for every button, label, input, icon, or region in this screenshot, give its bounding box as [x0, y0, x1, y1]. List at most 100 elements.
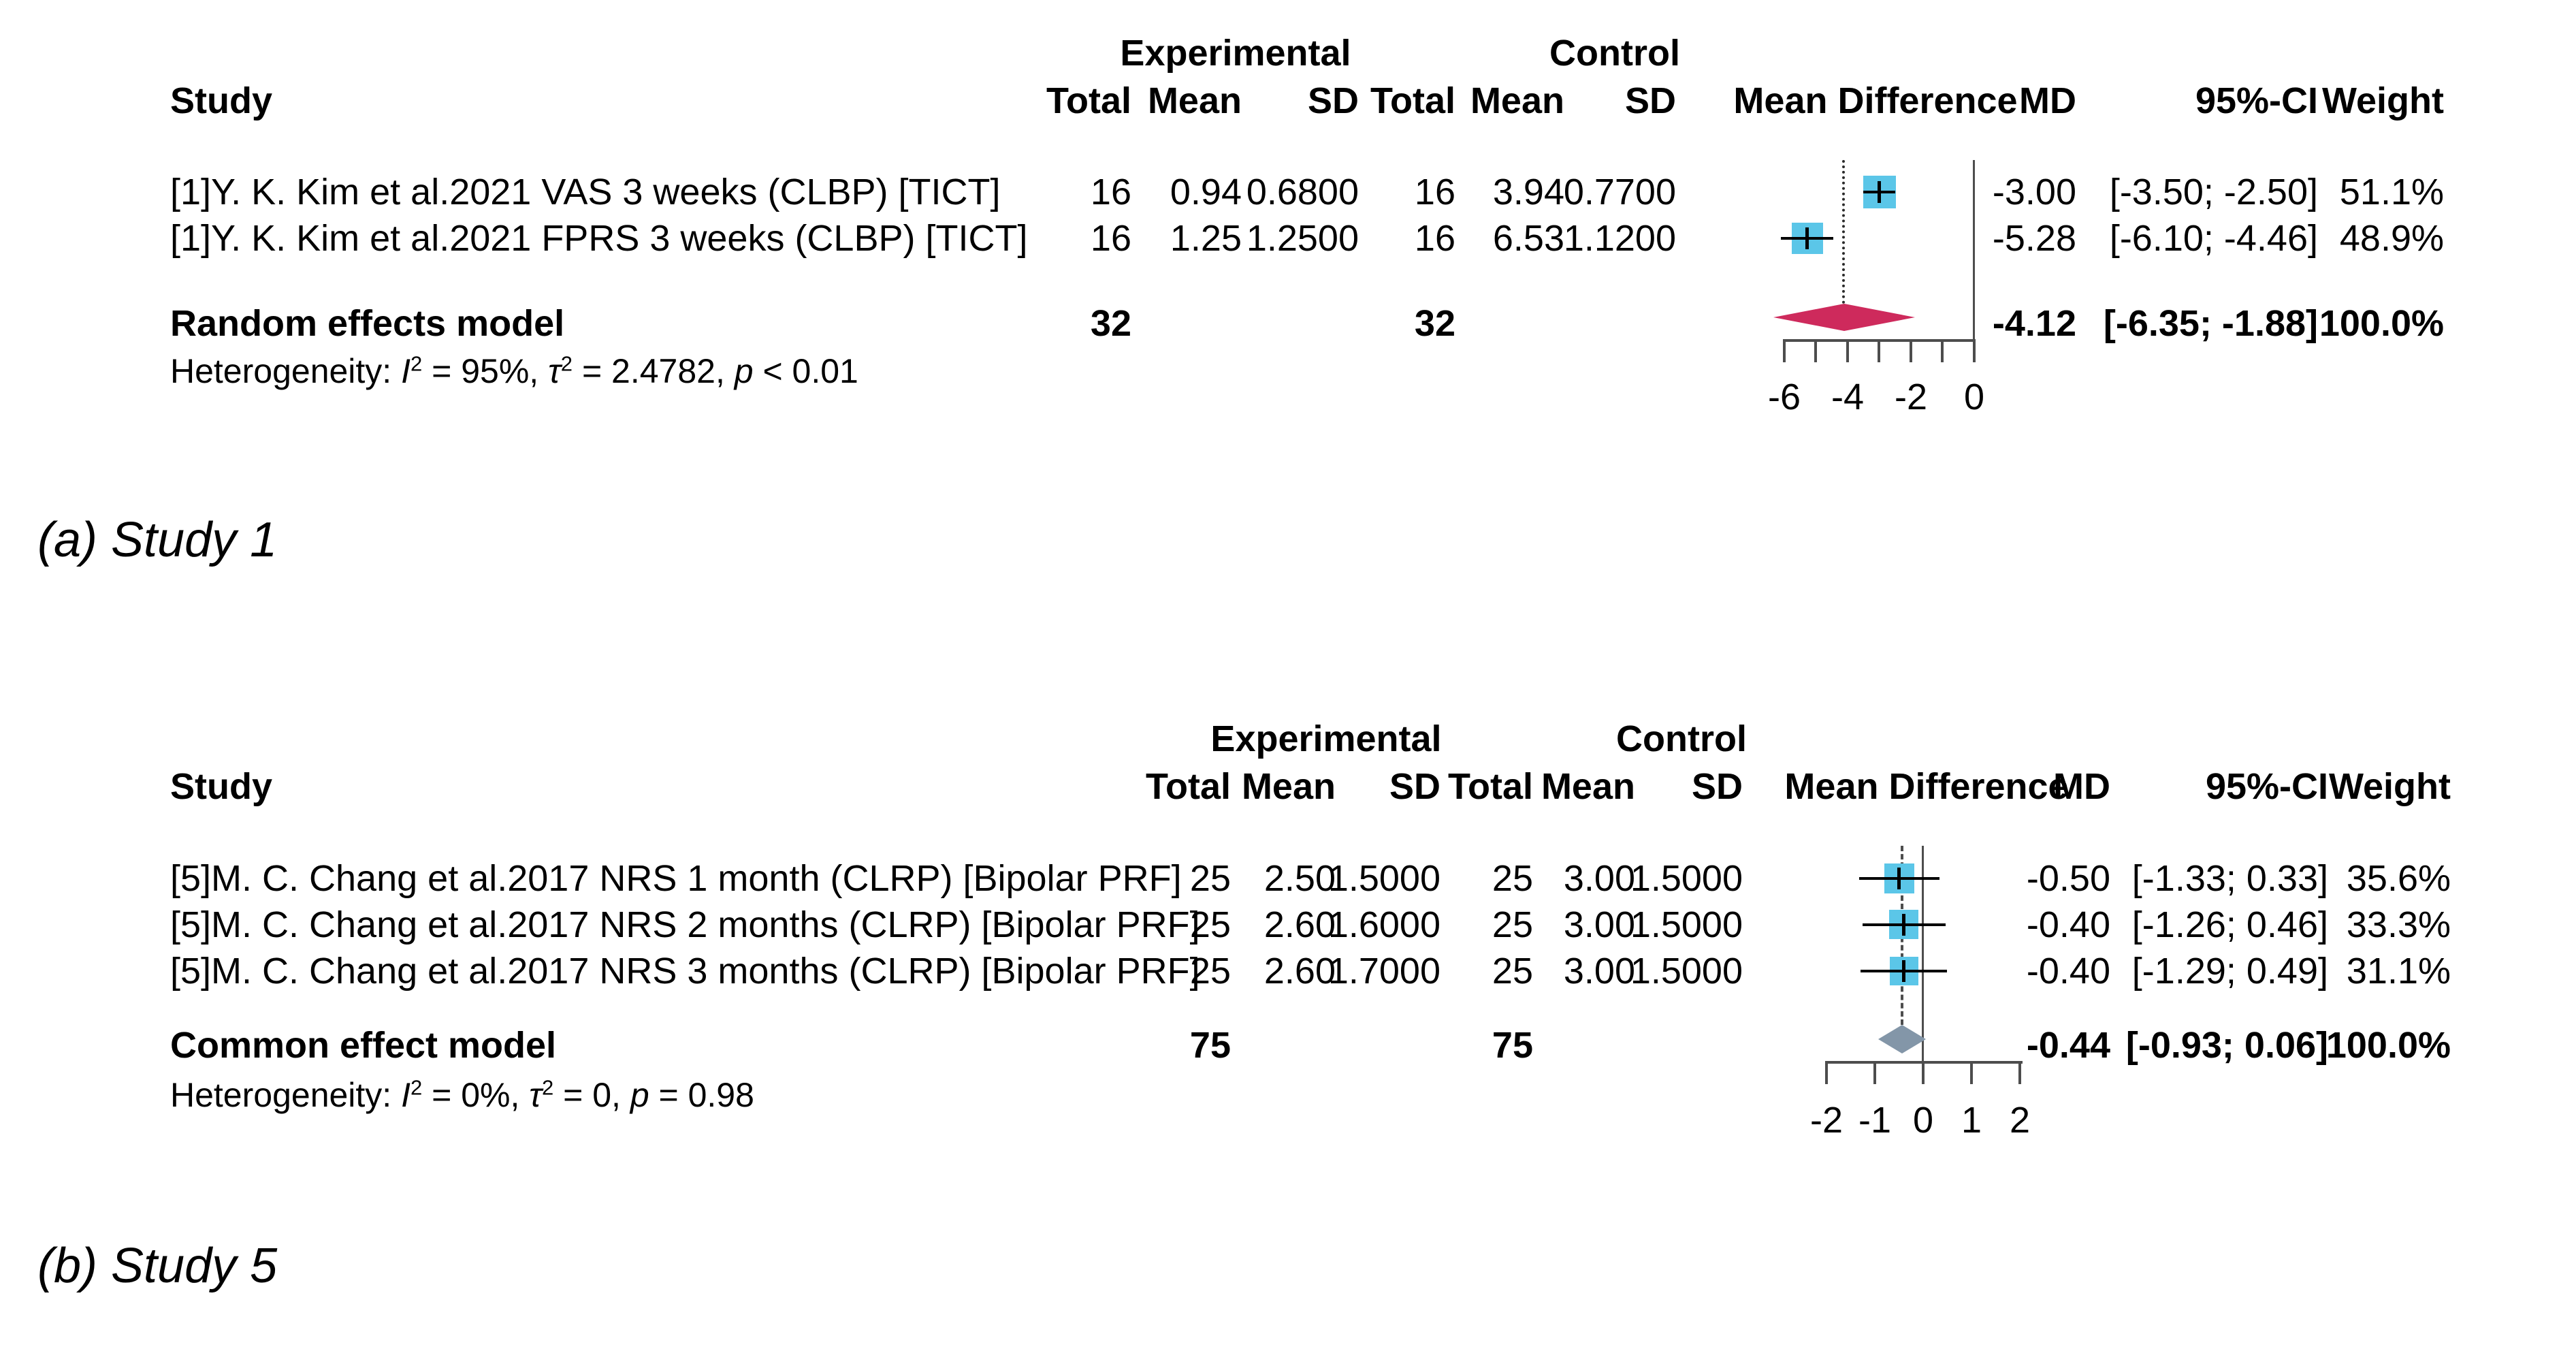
column-header-ctrl-mean: Mean — [1541, 766, 1635, 807]
study-label: [5]M. C. Chang et al.2017 NRS 1 month (C… — [170, 858, 1182, 899]
exp-total-value: 25 — [1189, 858, 1231, 899]
axis-tick-label: -6 — [1767, 377, 1801, 417]
model-label: Random effects model — [170, 303, 565, 344]
axis-tick-label: -4 — [1831, 377, 1865, 417]
axis-tick-label: 0 — [1912, 1100, 1934, 1141]
study-label: [1]Y. K. Kim et al.2021 FPRS 3 weeks (CL… — [170, 218, 1028, 259]
weight-value: 51.1% — [2339, 172, 2444, 212]
column-header-exp-mean: Mean — [1147, 80, 1242, 121]
axis-tick — [1970, 1062, 1973, 1084]
ci-value: [-3.50; -2.50] — [2109, 172, 2318, 212]
weight-value: 48.9% — [2339, 218, 2444, 259]
pooled-md-value: -0.44 — [2026, 1025, 2110, 1066]
exp-sd-value: 1.7000 — [1327, 951, 1440, 992]
pooled-ctrl-total: 32 — [1414, 303, 1455, 344]
weight-value: 33.3% — [2346, 904, 2451, 945]
point-estimate-marker — [1805, 227, 1809, 249]
pooled-md-value: -4.12 — [1992, 303, 2076, 344]
exp-sd-value: 1.2500 — [1246, 218, 1359, 259]
md-value: -3.00 — [1992, 172, 2076, 212]
pooled-diamond — [1878, 1025, 1926, 1053]
column-header-exp-sd: SD — [1389, 766, 1440, 807]
pooled-ci-value: [-6.35; -1.88] — [2103, 303, 2318, 344]
pooled-weight-value: 100.0% — [2325, 1025, 2451, 1066]
axis-tick — [1873, 1062, 1876, 1084]
column-header-ctrl-total: Total — [1448, 766, 1533, 807]
column-header-ctrl-mean: Mean — [1470, 80, 1564, 121]
pooled-diamond — [1773, 304, 1915, 331]
md-value: -0.40 — [2026, 904, 2110, 945]
axis-tick-label: 0 — [1963, 377, 1985, 417]
axis-tick — [1941, 340, 1944, 362]
exp-sd-value: 0.6800 — [1246, 172, 1359, 212]
axis-tick — [1922, 1062, 1925, 1084]
md-value: -0.50 — [2026, 858, 2110, 899]
heterogeneity-text: Heterogeneity: I2 = 0%, τ2 = 0, p = 0.98 — [170, 1075, 754, 1114]
subfigure-caption-b: (b) Study 5 — [37, 1239, 278, 1293]
subfigure-caption-a: (a) Study 1 — [37, 513, 278, 567]
weight-value: 31.1% — [2346, 951, 2451, 992]
column-header-mean-difference: Mean Difference — [1784, 766, 2069, 807]
md-value: -5.28 — [1992, 218, 2076, 259]
exp-sd-value: 1.5000 — [1327, 858, 1440, 899]
ctrl-sd-value: 1.5000 — [1630, 904, 1743, 945]
column-header-weight: Weight — [2329, 766, 2451, 807]
ci-value: [-6.10; -4.46] — [2109, 218, 2318, 259]
ctrl-total-value: 16 — [1414, 172, 1455, 212]
model-label: Common effect model — [170, 1025, 557, 1066]
ctrl-total-value: 25 — [1492, 904, 1533, 945]
axis-tick — [1846, 340, 1849, 362]
column-header-ctrl-sd: SD — [1691, 766, 1743, 807]
exp-total-value: 16 — [1090, 218, 1131, 259]
exp-total-value: 16 — [1090, 172, 1131, 212]
pooled-ctrl-total: 75 — [1492, 1025, 1533, 1066]
exp-mean-value: 0.94 — [1170, 172, 1242, 212]
axis-tick-label: -2 — [1894, 377, 1928, 417]
ctrl-mean-value: 3.00 — [1563, 858, 1635, 899]
axis-tick-label: -1 — [1858, 1100, 1892, 1141]
ci-value: [-1.29; 0.49] — [2131, 951, 2328, 992]
point-estimate-marker — [1897, 868, 1901, 889]
ctrl-total-value: 16 — [1414, 218, 1455, 259]
column-header-exp-sd: SD — [1307, 80, 1359, 121]
exp-sd-value: 1.6000 — [1327, 904, 1440, 945]
column-header-mean-difference: Mean Difference — [1733, 80, 2018, 121]
column-header-exp-total: Total — [1146, 766, 1231, 807]
column-header-exp-mean: Mean — [1241, 766, 1336, 807]
zero-reference-line — [1922, 846, 1924, 1062]
column-header-exp-total: Total — [1046, 80, 1131, 121]
ci-value: [-1.33; 0.33] — [2131, 858, 2328, 899]
column-header-ci: 95%-CI — [2205, 766, 2328, 807]
study-label: [5]M. C. Chang et al.2017 NRS 2 months (… — [170, 904, 1200, 945]
ci-value: [-1.26; 0.46] — [2131, 904, 2328, 945]
ctrl-sd-value: 1.5000 — [1630, 951, 1743, 992]
point-estimate-marker — [1902, 960, 1905, 982]
axis-tick — [1825, 1062, 1828, 1084]
axis-tick-label: 2 — [2009, 1100, 2031, 1141]
pooled-weight-value: 100.0% — [2319, 303, 2444, 344]
axis-tick — [1973, 340, 1976, 362]
zero-reference-line — [1973, 160, 1975, 340]
pooled-ci-value: [-0.93; 0.06] — [2125, 1025, 2328, 1066]
column-header-weight: Weight — [2322, 80, 2444, 121]
column-header-ci: 95%-CI — [2195, 80, 2318, 121]
ctrl-total-value: 25 — [1492, 858, 1533, 899]
column-header-ctrl-sd: SD — [1624, 80, 1676, 121]
heterogeneity-text: Heterogeneity: I2 = 95%, τ2 = 2.4782, p … — [170, 351, 858, 390]
point-estimate-marker — [1878, 181, 1881, 203]
ctrl-mean-value: 6.53 — [1492, 218, 1564, 259]
ctrl-sd-value: 1.1200 — [1563, 218, 1676, 259]
column-group-experimental: Experimental — [1210, 718, 1442, 759]
pooled-exp-total: 32 — [1090, 303, 1131, 344]
study-label: [5]M. C. Chang et al.2017 NRS 3 months (… — [170, 951, 1200, 992]
weight-value: 35.6% — [2346, 858, 2451, 899]
exp-mean-value: 2.60 — [1263, 951, 1336, 992]
study-label: [1]Y. K. Kim et al.2021 VAS 3 weeks (CLB… — [170, 172, 1001, 212]
column-header-study: Study — [170, 80, 273, 121]
ctrl-mean-value: 3.00 — [1563, 951, 1635, 992]
axis-tick — [1878, 340, 1880, 362]
ctrl-mean-value: 3.00 — [1563, 904, 1635, 945]
pooled-effect-dotted-line — [1842, 160, 1845, 304]
exp-total-value: 25 — [1189, 951, 1231, 992]
